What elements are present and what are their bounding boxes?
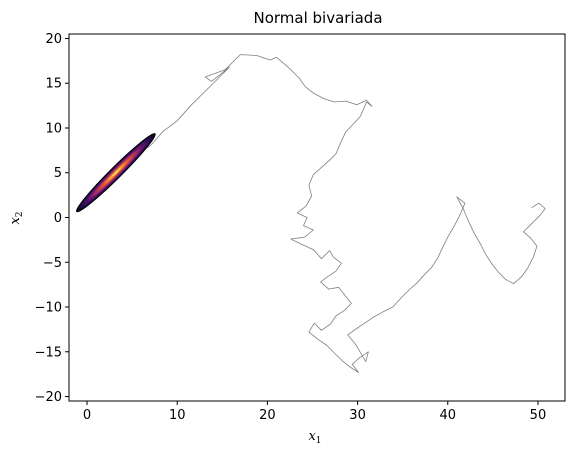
- y-tick-label: 5: [54, 166, 62, 181]
- y-tick-label: 10: [45, 121, 62, 136]
- chart-title: Normal bivariada: [253, 9, 382, 27]
- y-axis-label: x2: [8, 211, 25, 224]
- x-axis: 0 10 20 30 40 50: [83, 401, 546, 423]
- x-axis-label-text: x: [308, 429, 316, 444]
- y-tick-label: −20: [35, 390, 62, 405]
- density-mark: [75, 133, 156, 213]
- x-tick-label: 20: [259, 408, 276, 423]
- x-tick-label: 40: [439, 408, 456, 423]
- y-tick-label: 15: [45, 77, 62, 92]
- plot-frame: [68, 33, 566, 402]
- y-tick-label: −15: [35, 345, 62, 360]
- y-axis-label-text: x: [8, 217, 23, 225]
- x-axis-label: x1: [308, 429, 321, 446]
- x-tick-label: 50: [530, 408, 547, 423]
- x-tick-label: 30: [349, 408, 366, 423]
- x-tick-label: 0: [83, 408, 91, 423]
- x-tick-label: 10: [169, 408, 186, 423]
- random-walk-trace: [89, 54, 546, 373]
- y-axis: −20 −15 −10 −5 0 5 10 15 20: [35, 32, 69, 405]
- trace-path: [89, 54, 546, 373]
- y-tick-label: −5: [43, 256, 62, 271]
- y-tick-label: 20: [45, 32, 62, 47]
- density-ellipse: [75, 133, 156, 213]
- y-axis-label-subscript: 2: [15, 211, 25, 217]
- y-tick-label: −10: [35, 301, 62, 316]
- y-tick-label: 0: [54, 211, 62, 226]
- x-axis-label-subscript: 1: [316, 436, 322, 446]
